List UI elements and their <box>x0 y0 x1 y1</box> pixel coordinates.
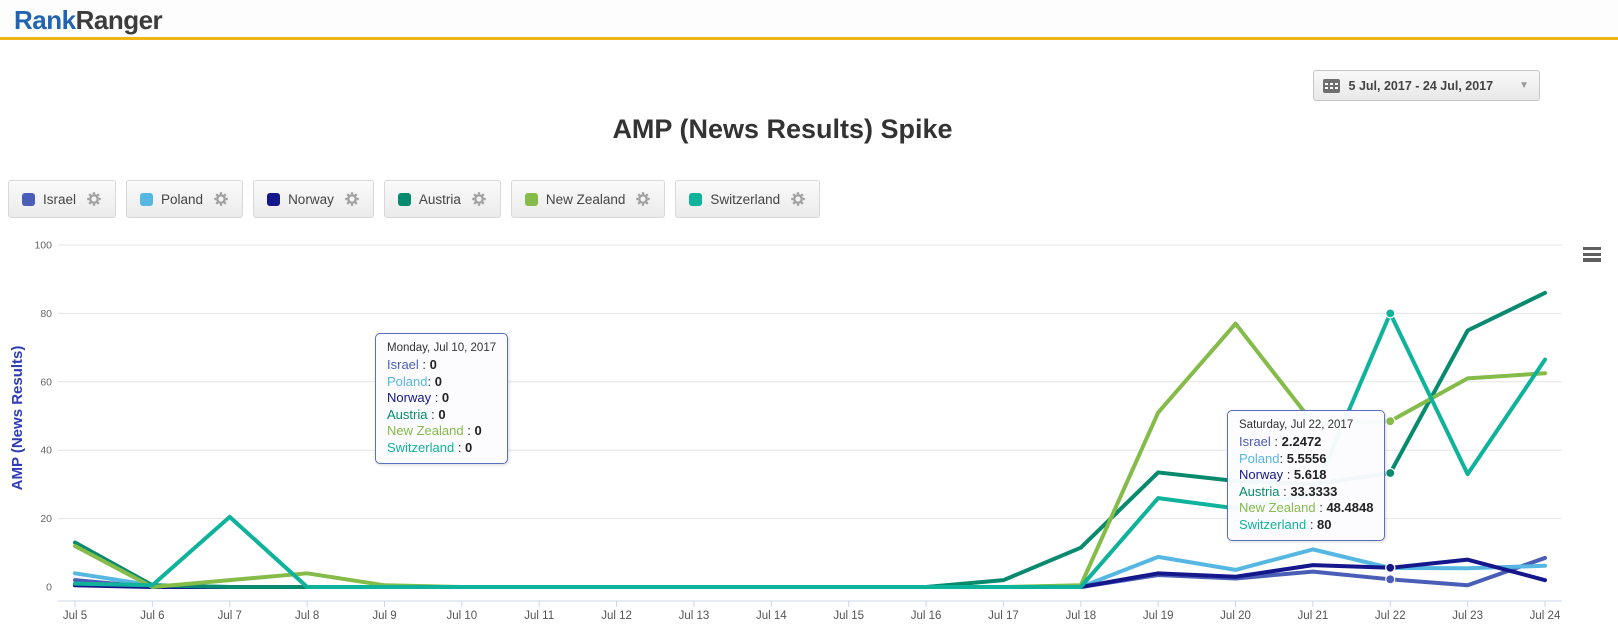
series-color-swatch <box>524 192 538 206</box>
series-marker-switzerland[interactable] <box>1385 308 1396 319</box>
x-axis-label: Jul 19 <box>1143 610 1174 622</box>
logo-text-ranger: Ranger <box>75 5 163 35</box>
x-axis-label: Jul 22 <box>1375 610 1406 622</box>
logo-text-rank: Rank <box>14 5 76 35</box>
x-axis-label: Jul 7 <box>218 610 242 622</box>
series-line-poland[interactable] <box>73 547 1547 589</box>
date-range-picker[interactable]: 5 Jul, 2017 - 24 Jul, 2017 ▼ <box>1312 70 1540 101</box>
gear-icon[interactable] <box>471 191 487 207</box>
x-axis-label: Jul 15 <box>833 610 864 622</box>
legend-item-label: Norway <box>288 191 334 207</box>
y-axis-tick-label: 60 <box>40 376 52 388</box>
series-color-swatch <box>267 192 281 206</box>
chevron-down-icon: ▼ <box>1519 80 1529 91</box>
series-marker-israel[interactable] <box>1385 574 1396 585</box>
y-axis-tick-label: 80 <box>40 308 52 320</box>
x-axis-label: Jul 24 <box>1530 610 1561 622</box>
legend-item-label: Poland <box>161 191 204 207</box>
x-axis-label: Jul 18 <box>1065 610 1096 622</box>
legend-item-new-zealand[interactable]: New Zealand <box>510 180 666 218</box>
top-navigation-bar: RankRanger <box>0 0 1618 40</box>
series-marker-austria[interactable] <box>1385 467 1396 479</box>
chart-context-menu-icon[interactable] <box>1583 247 1601 262</box>
legend: Israel Poland Norway Austria New Zealand Swit… <box>8 180 830 218</box>
legend-item-austria[interactable]: Austria <box>383 180 501 218</box>
x-axis-label: Jul 13 <box>679 610 710 622</box>
series-color-swatch <box>22 192 35 206</box>
x-axis-label: Jul 5 <box>63 610 87 622</box>
legend-item-norway[interactable]: Norway <box>253 180 374 218</box>
y-axis-tick-label: 0 <box>46 582 52 594</box>
line-chart: 0 20 40 60 80 100 Jul 5 Jul 6 Jul 7 Jul 8 Jul 9 Jul… <box>0 230 1618 625</box>
series-color-swatch <box>140 192 154 206</box>
chart-title: AMP (News Results) Spike <box>612 114 953 144</box>
x-axis-label: Jul 10 <box>446 610 477 622</box>
x-axis-label: Jul 14 <box>756 610 787 622</box>
x-axis-label: Jul 17 <box>988 610 1019 622</box>
y-axis-title: AMP (News Results) <box>9 346 26 491</box>
gear-icon[interactable] <box>344 191 360 207</box>
y-axis-tick-label: 100 <box>34 240 52 252</box>
legend-item-israel[interactable]: Israel <box>8 180 117 218</box>
legend-item-switzerland[interactable]: Switzerland <box>675 180 821 218</box>
series-line-austria[interactable] <box>73 290 1547 589</box>
x-axis-label: Jul 16 <box>911 610 942 622</box>
x-axis-label: Jul 21 <box>1298 610 1329 622</box>
x-axis-label: Jul 8 <box>295 610 319 622</box>
gear-icon[interactable] <box>213 191 229 207</box>
x-axis-label: Jul 6 <box>140 610 164 622</box>
legend-item-label: Israel <box>43 191 77 207</box>
gear-icon[interactable] <box>790 191 806 207</box>
legend-item-label: Austria <box>418 191 461 207</box>
rankranger-logo[interactable]: RankRanger <box>14 5 163 36</box>
legend-item-poland[interactable]: Poland <box>126 180 244 218</box>
gear-icon[interactable] <box>86 191 102 207</box>
x-axis-label: Jul 9 <box>372 610 396 622</box>
series-color-swatch <box>397 192 411 206</box>
date-range-label: 5 Jul, 2017 - 24 Jul, 2017 <box>1348 78 1494 93</box>
x-axis-label: Jul 12 <box>601 610 632 622</box>
x-axis-label: Jul 11 <box>524 610 554 622</box>
chart-canvas: 0 20 40 60 80 100 Jul 5 Jul 6 Jul 7 Jul 8 Jul 9 Jul… <box>9 240 1562 622</box>
y-axis-tick-label: 20 <box>40 513 52 525</box>
legend-item-label: New Zealand <box>545 191 626 207</box>
calendar-icon <box>1322 78 1340 93</box>
series-marker-new-zealand[interactable] <box>1385 416 1396 427</box>
x-axis-label: Jul 20 <box>1220 610 1251 622</box>
y-axis-tick-label: 40 <box>40 445 52 457</box>
x-axis-label: Jul 23 <box>1452 610 1483 622</box>
gear-icon[interactable] <box>635 191 651 207</box>
series-marker-norway[interactable] <box>1385 562 1396 573</box>
legend-item-label: Switzerland <box>710 191 781 207</box>
series-color-swatch <box>689 192 703 206</box>
series-line-new-zealand[interactable] <box>73 321 1547 589</box>
